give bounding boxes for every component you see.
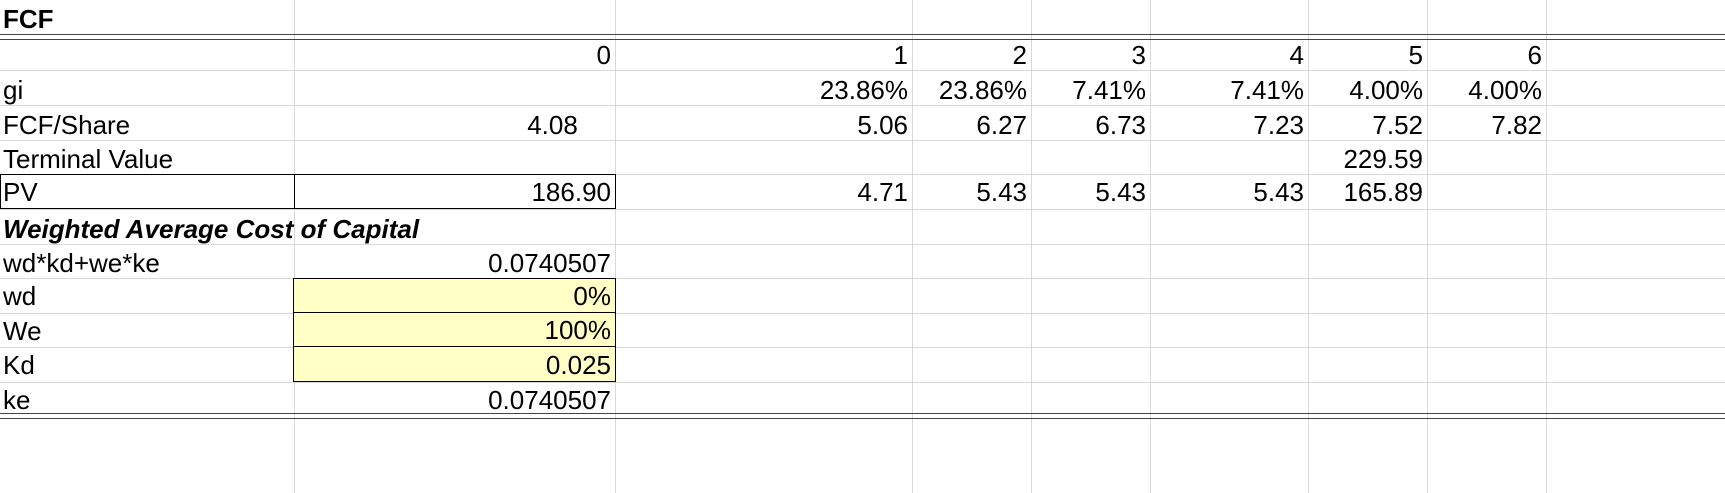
ke-value-cell[interactable]: 0.0740507 xyxy=(488,385,611,415)
gridline xyxy=(0,70,1725,71)
fcf-cell[interactable]: 5.06 xyxy=(857,110,908,140)
sheet-title[interactable]: FCF xyxy=(3,4,54,34)
pv-row-divider xyxy=(294,174,295,209)
gridline xyxy=(1427,0,1428,493)
row-label-wacc-formula[interactable]: wd*kd+we*ke xyxy=(3,248,160,278)
row-label-pv[interactable]: PV xyxy=(3,177,38,207)
gridline xyxy=(0,278,1725,279)
gridline xyxy=(0,105,1725,106)
period-header[interactable]: 1 xyxy=(893,40,908,70)
gi-cell[interactable]: 7.41% xyxy=(1072,75,1146,105)
row-label-kd[interactable]: Kd xyxy=(3,350,35,380)
gridline xyxy=(1308,0,1309,493)
row-label-gi[interactable]: gi xyxy=(3,75,24,105)
gridline xyxy=(1546,0,1547,493)
row-label-we[interactable]: We xyxy=(3,316,42,346)
fcf-cell[interactable]: 7.23 xyxy=(1253,110,1304,140)
gridline xyxy=(0,313,1725,314)
gridline xyxy=(615,0,616,493)
double-border xyxy=(0,413,1725,419)
wacc-title[interactable]: Weighted Average Cost of Capital xyxy=(3,214,420,244)
fcf-cell[interactable]: 6.73 xyxy=(1095,110,1146,140)
gi-cell[interactable]: 23.86% xyxy=(938,75,1027,105)
we-input-cell[interactable]: 100% xyxy=(293,312,616,348)
double-border xyxy=(0,34,1725,40)
kd-input-cell[interactable]: 0.025 xyxy=(293,346,616,382)
gi-cell[interactable]: 23.86% xyxy=(819,75,908,105)
pv-total-cell[interactable]: 186.90 xyxy=(531,177,611,207)
pv-cell[interactable]: 5.43 xyxy=(976,177,1027,207)
period-header[interactable]: 0 xyxy=(596,40,611,70)
period-header[interactable]: 4 xyxy=(1289,40,1304,70)
row-label-wd[interactable]: wd xyxy=(3,281,37,311)
gridline xyxy=(0,347,1725,348)
terminal-value-cell[interactable]: 229.59 xyxy=(1343,144,1423,174)
row-label-fcf-share[interactable]: FCF/Share xyxy=(3,110,131,140)
period-header[interactable]: 3 xyxy=(1131,40,1146,70)
gridline xyxy=(912,0,913,493)
wd-input-cell[interactable]: 0% xyxy=(293,278,616,313)
fcf-cell[interactable]: 7.52 xyxy=(1372,110,1423,140)
gridline xyxy=(0,244,1725,245)
fcf-cell[interactable]: 6.27 xyxy=(976,110,1027,140)
pv-cell[interactable]: 165.89 xyxy=(1343,177,1423,207)
gi-cell[interactable]: 7.41% xyxy=(1230,75,1304,105)
row-label-ke[interactable]: ke xyxy=(3,385,31,415)
gridline xyxy=(294,0,295,493)
gi-cell[interactable]: 4.00% xyxy=(1468,75,1542,105)
period-header[interactable]: 6 xyxy=(1527,40,1542,70)
period-header[interactable]: 2 xyxy=(1012,40,1027,70)
gridline xyxy=(0,209,1725,210)
fcf-base-cell[interactable]: 4.08 xyxy=(527,110,578,140)
pv-cell[interactable]: 5.43 xyxy=(1253,177,1304,207)
wacc-value-cell[interactable]: 0.0740507 xyxy=(488,248,611,278)
gridline xyxy=(1150,0,1151,493)
pv-cell[interactable]: 5.43 xyxy=(1095,177,1146,207)
gridline xyxy=(0,382,1725,383)
gridline xyxy=(1031,0,1032,493)
row-label-terminal-value[interactable]: Terminal Value xyxy=(3,144,174,174)
fcf-cell[interactable]: 7.82 xyxy=(1491,110,1542,140)
gridline xyxy=(0,140,1725,141)
gridline xyxy=(0,174,1725,175)
pv-cell[interactable]: 4.71 xyxy=(857,177,908,207)
gi-cell[interactable]: 4.00% xyxy=(1349,75,1423,105)
period-header[interactable]: 5 xyxy=(1408,40,1423,70)
pv-row-border xyxy=(0,174,616,209)
